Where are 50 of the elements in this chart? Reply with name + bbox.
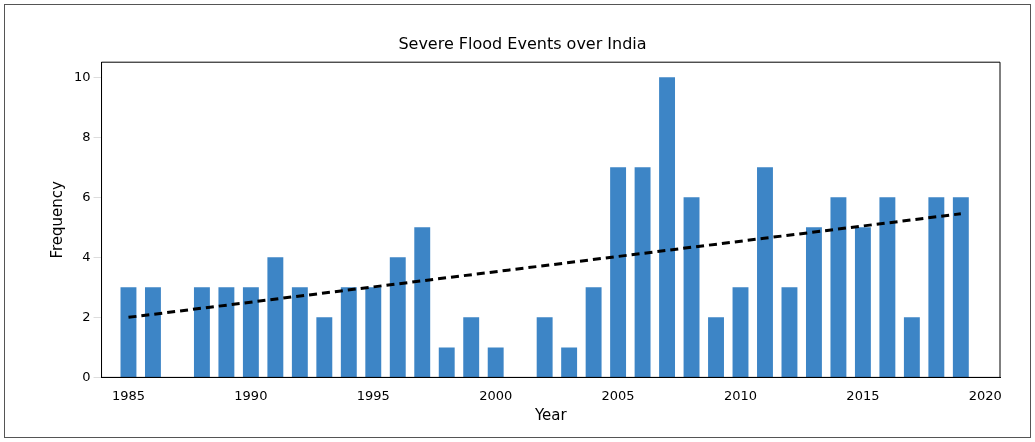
y-tick-label: 2 bbox=[82, 308, 91, 324]
bar bbox=[267, 257, 284, 377]
bar bbox=[634, 167, 651, 377]
bar bbox=[365, 287, 382, 377]
x-axis-title: Year bbox=[533, 405, 568, 424]
bar bbox=[781, 287, 798, 377]
bar bbox=[218, 287, 235, 377]
bar bbox=[928, 197, 945, 377]
bar bbox=[830, 197, 847, 377]
y-axis-title: Frequency bbox=[47, 180, 66, 259]
bar bbox=[438, 347, 455, 377]
bar bbox=[389, 257, 406, 377]
bar bbox=[732, 287, 749, 377]
bar bbox=[610, 167, 627, 377]
bar bbox=[854, 227, 871, 377]
bar bbox=[463, 317, 480, 377]
y-tick-label: 10 bbox=[74, 68, 91, 84]
x-tick-label: 1990 bbox=[234, 387, 268, 403]
x-tick-label: 2000 bbox=[479, 387, 513, 403]
bar bbox=[145, 287, 161, 377]
y-tick-label: 8 bbox=[82, 128, 91, 144]
bar bbox=[291, 287, 308, 377]
bar bbox=[879, 197, 896, 377]
x-tick-label: 1985 bbox=[111, 387, 146, 403]
bar bbox=[536, 317, 553, 377]
bar bbox=[316, 317, 333, 377]
bar bbox=[561, 347, 578, 377]
y-tick-label: 0 bbox=[82, 368, 91, 384]
x-tick-label: 2010 bbox=[723, 387, 758, 403]
bar bbox=[487, 347, 504, 377]
bar bbox=[659, 77, 676, 377]
bar bbox=[120, 287, 137, 377]
y-tick-label: 4 bbox=[82, 248, 91, 264]
x-tick-label: 2005 bbox=[601, 387, 635, 403]
bar bbox=[585, 287, 602, 377]
bar bbox=[805, 227, 822, 377]
bar bbox=[683, 197, 700, 377]
chart-title: Severe Flood Events over India bbox=[398, 33, 647, 53]
bar bbox=[757, 167, 773, 377]
bar bbox=[340, 287, 357, 377]
bar bbox=[952, 197, 969, 377]
bar bbox=[193, 287, 210, 377]
bar bbox=[903, 317, 920, 377]
bar bbox=[708, 317, 724, 377]
y-tick-label: 6 bbox=[82, 188, 91, 204]
x-tick-label: 2015 bbox=[846, 387, 880, 403]
x-tick-label: 2020 bbox=[968, 387, 1002, 403]
bar bbox=[242, 287, 259, 377]
x-tick-label: 1995 bbox=[356, 387, 390, 403]
bar bbox=[414, 227, 431, 377]
